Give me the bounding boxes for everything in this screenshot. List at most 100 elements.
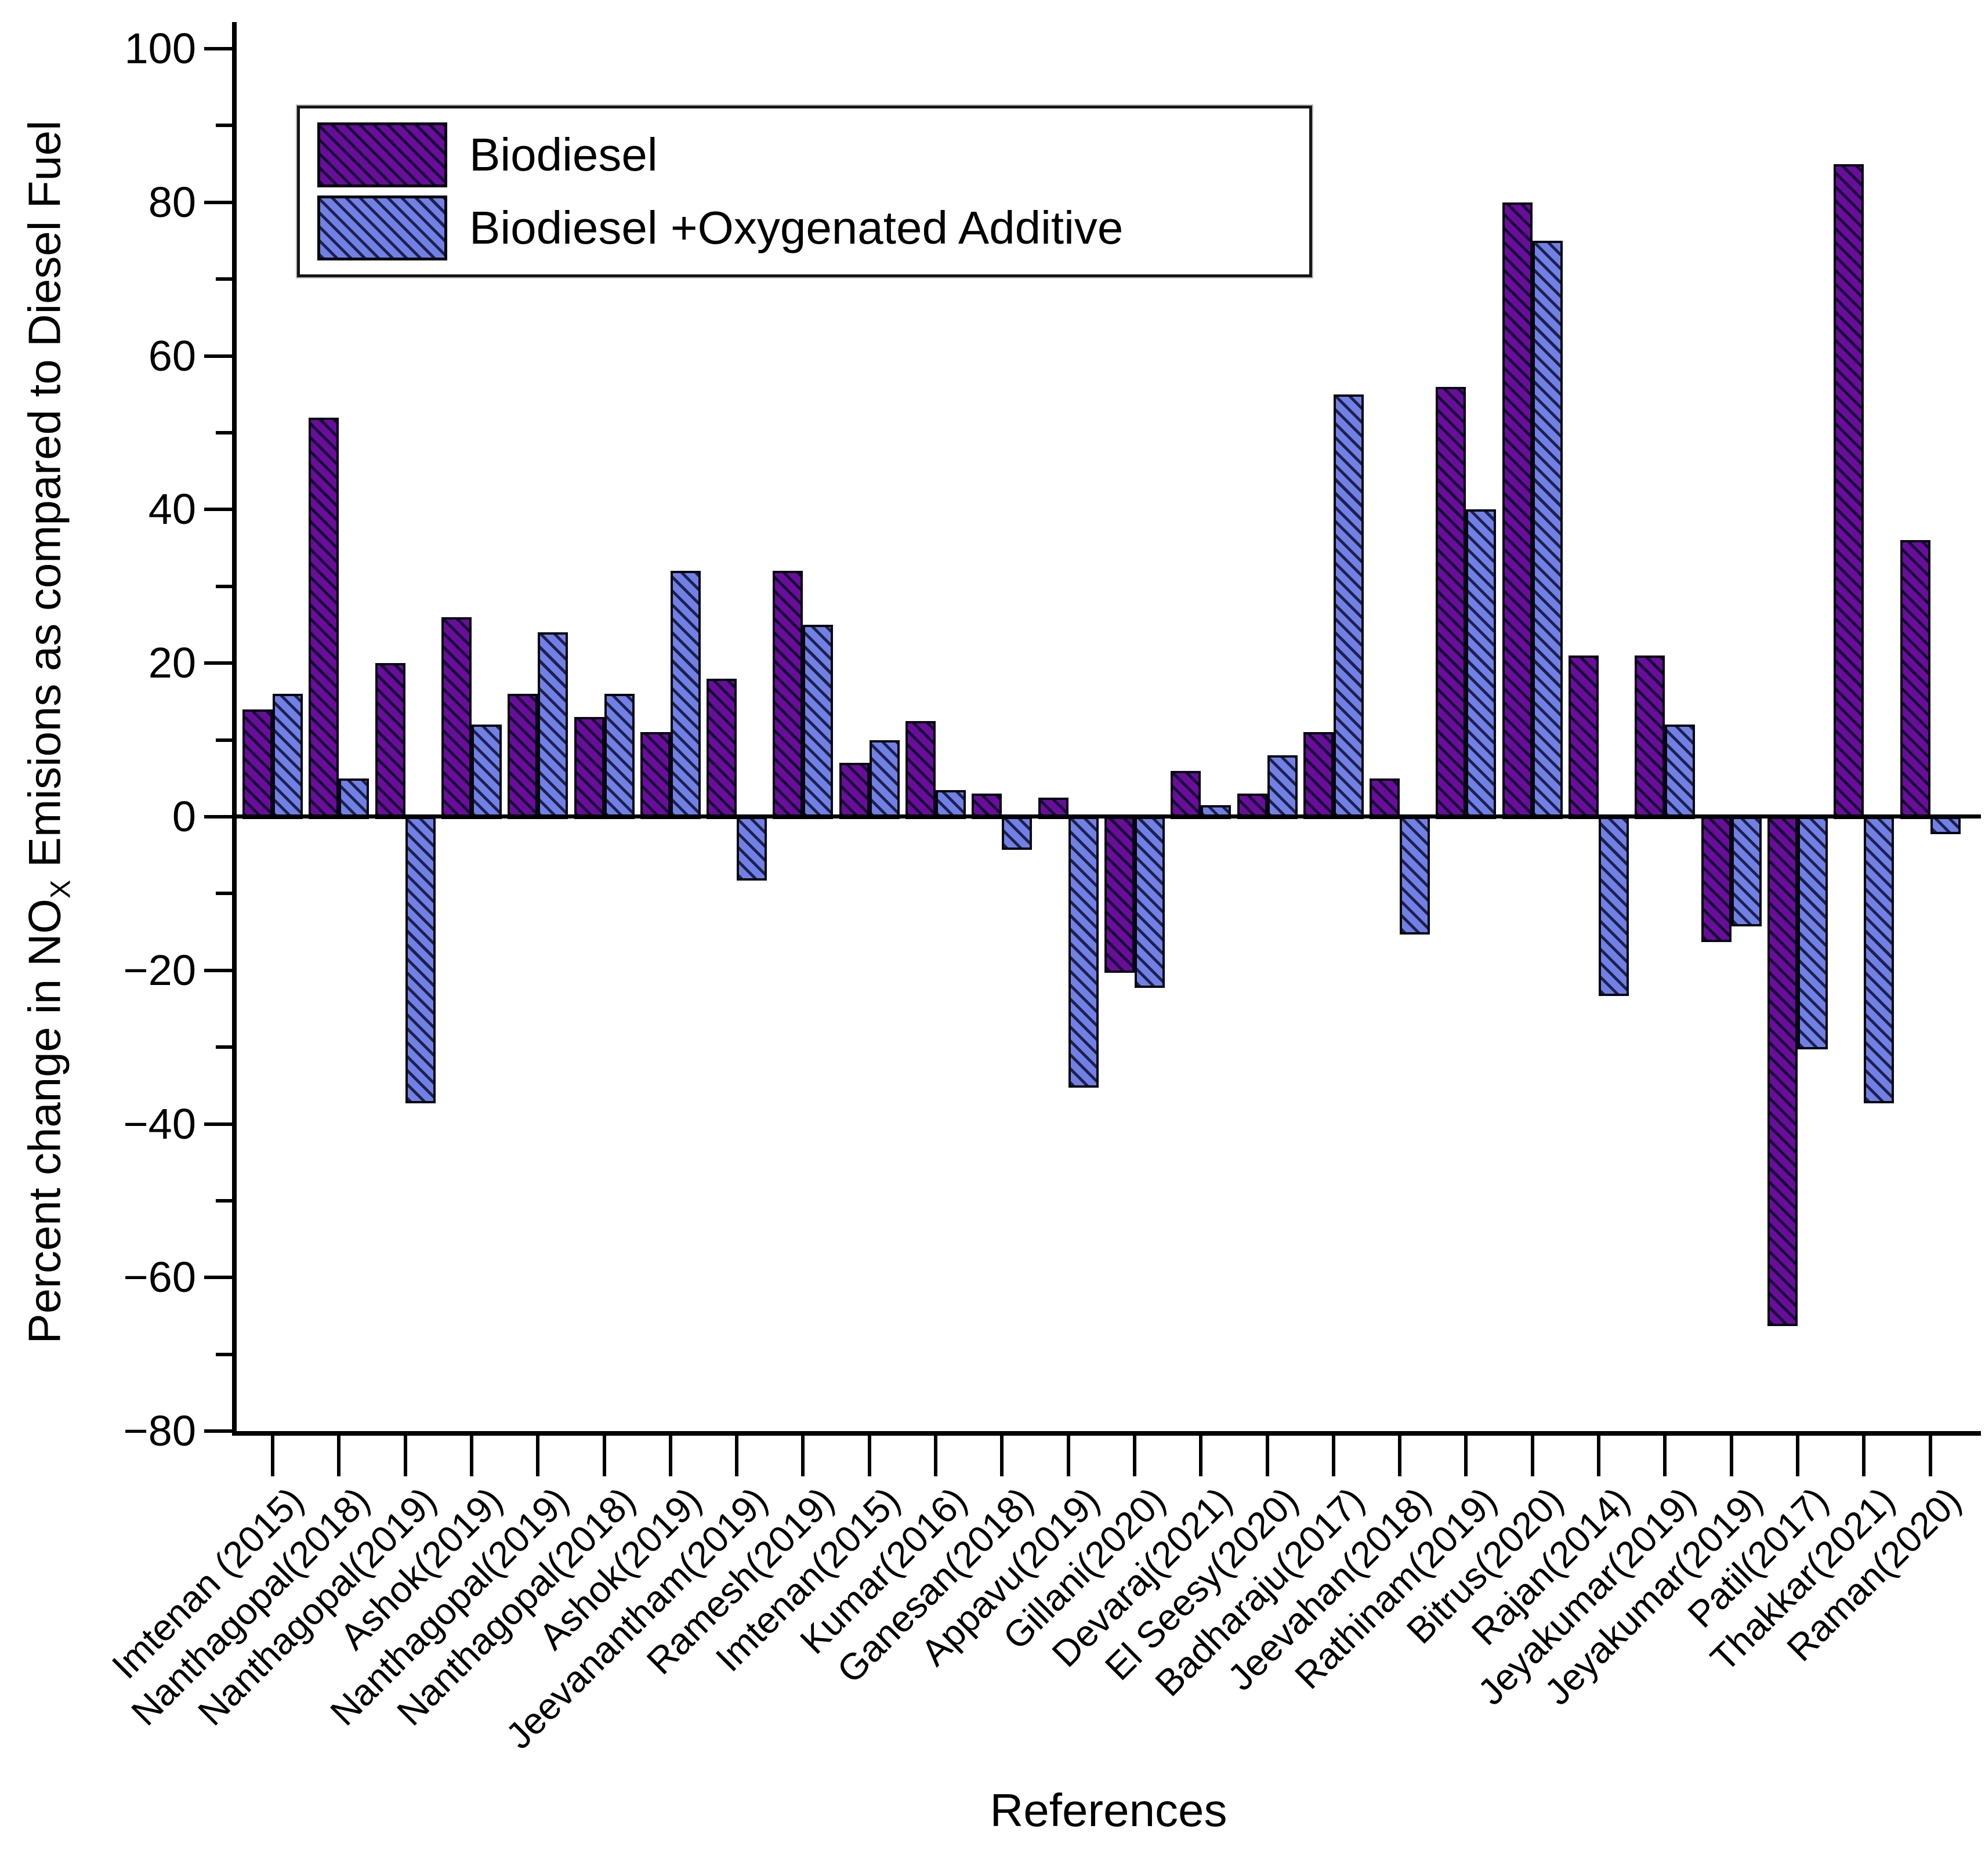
bar-biodiesel-additive-17	[1333, 394, 1364, 819]
x-tick-8	[735, 1436, 739, 1476]
bar-biodiesel-additive-6	[604, 694, 635, 819]
x-tick-26	[1928, 1436, 1932, 1476]
x-tick-9	[801, 1436, 805, 1476]
bar-biodiesel-26	[1900, 540, 1930, 819]
bar-biodiesel-21	[1569, 655, 1599, 819]
x-tick-2	[337, 1436, 341, 1476]
bar-biodiesel-additive-4	[471, 725, 502, 819]
legend-label-biodiesel: Biodiesel	[469, 129, 658, 180]
x-tick-4	[469, 1436, 473, 1476]
x-axis-title: References	[990, 1784, 1227, 1836]
bar-biodiesel-9	[773, 571, 803, 819]
x-tick-5	[536, 1436, 540, 1476]
legend-swatch-biodiesel-icon	[317, 122, 447, 187]
bar-biodiesel-additive-12	[1002, 817, 1033, 850]
y-minor-tick--30	[216, 1045, 232, 1049]
bar-biodiesel-additive-24	[1797, 817, 1828, 1050]
x-tick-22	[1663, 1436, 1667, 1476]
y-major-tick--60	[204, 1276, 232, 1280]
bar-biodiesel-24	[1767, 817, 1798, 1326]
x-tick-10	[867, 1436, 871, 1476]
y-tick-label--80: −80	[123, 1407, 196, 1455]
x-tick-12	[1000, 1436, 1004, 1476]
bar-biodiesel-6	[574, 716, 604, 819]
y-major-tick--20	[204, 968, 232, 972]
y-major-tick--80	[204, 1429, 232, 1433]
y-major-tick--40	[204, 1122, 232, 1126]
x-tick-3	[403, 1436, 407, 1476]
legend-label-biodiesel-additive: Biodiesel +Oxygenated Additive	[469, 202, 1124, 253]
bar-biodiesel-additive-2	[339, 778, 370, 819]
bar-biodiesel-additive-13	[1068, 817, 1099, 1088]
y-major-tick-20	[204, 661, 232, 665]
bar-biodiesel-15	[1171, 770, 1201, 819]
x-tick-14	[1132, 1436, 1136, 1476]
bar-biodiesel-23	[1701, 817, 1732, 942]
y-tick-label-60: 60	[148, 331, 196, 380]
legend-swatch-biodiesel-additive-icon	[317, 195, 447, 260]
bar-biodiesel-additive-23	[1731, 817, 1762, 927]
bar-biodiesel-14	[1104, 817, 1135, 973]
x-tick-16	[1265, 1436, 1269, 1476]
y-tick-label-20: 20	[148, 639, 196, 687]
bar-biodiesel-additive-1	[273, 694, 303, 819]
y-minor-tick-10	[216, 738, 232, 742]
bar-biodiesel-22	[1635, 655, 1665, 819]
x-tick-19	[1464, 1436, 1468, 1476]
legend: Biodiesel Biodiesel +Oxygenated Additive	[296, 104, 1313, 278]
y-minor-tick-30	[216, 584, 232, 588]
y-major-tick-80	[204, 200, 232, 204]
x-tick-17	[1331, 1436, 1335, 1476]
y-tick-label-100: 100	[124, 24, 196, 73]
bar-biodiesel-additive-25	[1864, 817, 1895, 1103]
bar-biodiesel-25	[1834, 164, 1864, 819]
y-minor-tick--50	[216, 1199, 232, 1203]
bar-biodiesel-additive-16	[1267, 755, 1298, 819]
x-tick-11	[934, 1436, 937, 1476]
bar-biodiesel-additive-21	[1599, 817, 1629, 996]
bar-biodiesel-additive-5	[538, 632, 568, 819]
y-tick-label--60: −60	[123, 1253, 196, 1302]
legend-item-biodiesel: Biodiesel	[317, 122, 1292, 187]
bar-biodiesel-11	[905, 720, 936, 819]
y-minor-tick--10	[216, 892, 232, 896]
bar-biodiesel-5	[508, 694, 538, 819]
bar-biodiesel-additive-8	[737, 817, 767, 881]
x-tick-13	[1066, 1436, 1070, 1476]
bar-biodiesel-8	[707, 678, 737, 819]
bar-biodiesel-additive-11	[936, 789, 966, 819]
x-tick-15	[1199, 1436, 1203, 1476]
y-minor-tick-70	[216, 277, 232, 281]
y-tick-label-80: 80	[148, 178, 196, 226]
y-minor-tick-90	[216, 124, 232, 128]
bar-biodiesel-additive-3	[405, 817, 436, 1103]
bar-biodiesel-additive-18	[1400, 817, 1430, 935]
x-tick-25	[1862, 1436, 1866, 1476]
x-tick-23	[1729, 1436, 1733, 1476]
bar-biodiesel-4	[441, 617, 472, 819]
bar-biodiesel-additive-26	[1930, 817, 1961, 835]
y-tick-label-40: 40	[148, 485, 196, 534]
y-axis-title-subscript: X	[45, 879, 77, 899]
x-tick-6	[602, 1436, 606, 1476]
legend-item-biodiesel-additive: Biodiesel +Oxygenated Additive	[317, 195, 1292, 260]
y-tick-label-0: 0	[172, 792, 196, 841]
y-minor-tick--70	[216, 1352, 232, 1356]
bar-biodiesel-1	[242, 709, 273, 819]
y-axis-line	[232, 22, 237, 1436]
x-axis-line	[232, 1431, 1981, 1436]
bar-biodiesel-additive-19	[1466, 509, 1497, 819]
x-tick-21	[1597, 1436, 1600, 1476]
y-major-tick-40	[204, 508, 232, 512]
x-tick-7	[668, 1436, 672, 1476]
bar-biodiesel-2	[309, 417, 339, 819]
bar-biodiesel-additive-7	[670, 571, 701, 819]
bar-biodiesel-additive-20	[1532, 241, 1563, 819]
x-tick-20	[1530, 1436, 1534, 1476]
x-tick-24	[1795, 1436, 1799, 1476]
bar-biodiesel-18	[1370, 778, 1400, 819]
y-major-tick-60	[204, 354, 232, 358]
bar-biodiesel-7	[640, 732, 671, 819]
bar-biodiesel-3	[375, 663, 405, 819]
